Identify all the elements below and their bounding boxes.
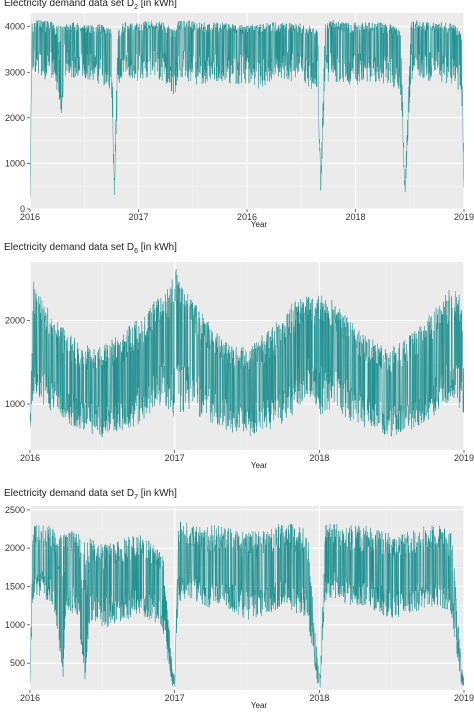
chart-title-text: Electricity demand data set D [4, 242, 135, 253]
x-tick-label: 2016 [20, 453, 40, 463]
x-tick-label: 2019 [454, 693, 474, 703]
chart-title-text: Electricity demand data set D [4, 0, 135, 9]
chart-title-subscript: 2 [134, 4, 138, 11]
chart-title-suffix: [in kWh] [137, 488, 177, 499]
x-axis-label: Year [251, 701, 268, 710]
chart-d7: 500 1000 1500 2000 2500 2016 2017 2018 2019 Year [5, 505, 474, 710]
x-tick-label: 2016 [20, 212, 40, 222]
y-tick-label: 2000 [5, 543, 25, 553]
chart-title-suffix: [in kWh] [137, 0, 177, 9]
y-tick-label: 3000 [5, 67, 25, 77]
x-axis-label: Year [251, 220, 268, 229]
x-tick-label: 2018 [345, 212, 365, 222]
chart-title-text: Electricity demand data set D [4, 488, 135, 499]
chart-title-subscript: 6 [134, 248, 138, 255]
x-tick-label: 2016 [237, 212, 257, 222]
y-tick-label: 500 [10, 658, 25, 668]
x-axis-label: Year [251, 461, 268, 470]
y-tick-label: 2000 [5, 315, 25, 325]
x-tick-label: 2016 [20, 693, 40, 703]
chart-title-suffix: [in kWh] [137, 242, 177, 253]
x-tick-label: 2019 [454, 453, 474, 463]
chart-title-subscript: 7 [134, 494, 138, 501]
x-tick-label: 2018 [309, 453, 329, 463]
chart-title: Electricity demand data set D7 [in kWh] [4, 488, 177, 501]
chart-d2: 0 1000 2000 3000 4000 2016 2017 2016 2018 2019 Yea… [5, 13, 474, 229]
x-tick-label: 2017 [165, 693, 185, 703]
y-tick-label: 2000 [5, 113, 25, 123]
x-tick-label: 2017 [128, 212, 148, 222]
chart-panel-d7: Electricity demand data set D7 [in kWh] … [0, 482, 474, 714]
chart-panel-d6: Electricity demand data set D6 [in kWh] … [0, 240, 474, 472]
y-tick-label: 1000 [5, 158, 25, 168]
chart-title: Electricity demand data set D2 [in kWh] [4, 0, 177, 11]
chart-d6: 1000 2000 2016 2017 2018 2019 Year [5, 262, 474, 470]
y-tick-label: 1000 [5, 399, 25, 409]
x-tick-label: 2019 [454, 212, 474, 222]
chart-panel-d2: Electricity demand data set D2 [in kWh] … [0, 0, 474, 232]
x-tick-label: 2017 [165, 453, 185, 463]
series-line [30, 19, 464, 198]
series-line [30, 268, 464, 438]
y-tick-label: 1000 [5, 620, 25, 630]
y-tick-label: 0 [20, 204, 25, 214]
series-line [30, 521, 464, 688]
y-tick-label: 4000 [5, 22, 25, 32]
y-tick-label: 1500 [5, 582, 25, 592]
chart-title: Electricity demand data set D6 [in kWh] [4, 242, 177, 255]
y-tick-label: 2500 [5, 505, 25, 515]
x-tick-label: 2018 [309, 693, 329, 703]
